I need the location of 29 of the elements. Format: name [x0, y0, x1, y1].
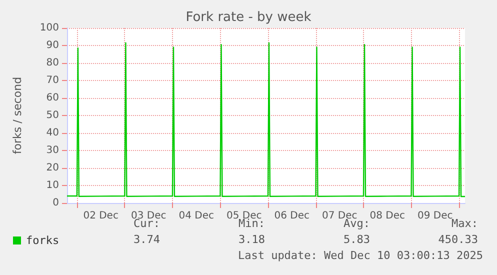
x-tick-label: 08 Dec: [370, 210, 406, 222]
y-tick-label: 80: [46, 58, 59, 68]
y-tick-label: 100: [40, 22, 59, 34]
x-tick-label: 04 Dec: [178, 210, 214, 222]
x-tick-label: 02 Dec: [83, 210, 118, 222]
text: Max:: [452, 217, 478, 230]
y-tick-label: 0: [52, 198, 59, 208]
text: 5.83: [344, 233, 370, 246]
text: 450.33: [438, 233, 478, 246]
y-tick-label: 40: [46, 128, 59, 138]
y-tick-label: 50: [46, 110, 59, 121]
y-tick-label: 70: [46, 75, 59, 86]
text: Avg:: [344, 217, 370, 230]
y-tick-label: 10: [46, 180, 59, 191]
y-axis-title: forks / second: [11, 76, 24, 154]
chart-title: Fork rate - by week: [186, 10, 312, 25]
y-tick-label: 60: [46, 92, 59, 104]
y-tick-label: 90: [46, 40, 59, 51]
text: 3.74: [134, 233, 160, 246]
x-tick-label: 09 Dec: [418, 210, 453, 222]
legend-label: forks: [26, 234, 60, 247]
y-tick-label: 20: [46, 162, 59, 174]
line-series: [66, 42, 466, 198]
y-tick-label: 30: [46, 145, 59, 156]
text: 3.18: [238, 233, 265, 246]
x-tick-label: 06 Dec: [274, 210, 310, 222]
text: Last update: Wed Dec 10 03:00:13 2025: [238, 249, 483, 262]
text: Min:: [238, 217, 265, 230]
text: Cur:: [134, 217, 160, 230]
